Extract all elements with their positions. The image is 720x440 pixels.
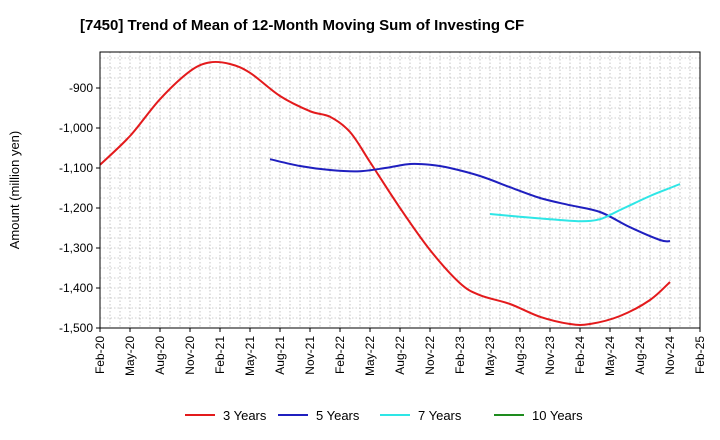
x-tick-label: May-22 — [363, 336, 377, 376]
x-axis-ticks: Feb-20 May-20 Aug-20 Nov-20 Feb-21 May-21 Aug-… — [93, 328, 707, 376]
x-tick-label: Nov-21 — [303, 336, 317, 375]
x-tick-label: Nov-22 — [423, 336, 437, 375]
x-tick-label: Feb-20 — [93, 336, 107, 374]
legend-label-7-years: 7 Years — [418, 408, 462, 423]
series-line-3-years — [99, 60, 671, 326]
y-axis-title: Amount (million yen) — [7, 131, 22, 250]
series-line-7-years — [489, 183, 681, 223]
x-tick-label: Feb-24 — [573, 336, 587, 374]
legend-label-5-years: 5 Years — [316, 408, 360, 423]
x-tick-label: Feb-23 — [453, 336, 467, 374]
x-tick-label: Aug-23 — [513, 336, 527, 375]
x-tick-label: Feb-25 — [693, 336, 707, 374]
legend: 3 Years 5 Years 7 Years 10 Years — [185, 408, 583, 423]
x-tick-label: Aug-21 — [273, 336, 287, 375]
y-tick-label: -1,400 — [59, 281, 93, 295]
y-tick-label: -1,500 — [59, 321, 93, 335]
y-tick-label: -1,200 — [59, 201, 93, 215]
y-tick-label: -1,000 — [59, 121, 93, 135]
series-lines — [99, 60, 681, 326]
x-tick-label: Aug-24 — [633, 336, 647, 375]
x-tick-label: May-20 — [123, 336, 137, 376]
x-tick-label: Feb-21 — [213, 336, 227, 374]
x-tick-label: Nov-23 — [543, 336, 557, 375]
x-tick-label: Aug-22 — [393, 336, 407, 375]
chart-title: [7450] Trend of Mean of 12-Month Moving … — [80, 17, 524, 34]
x-tick-label: Feb-22 — [333, 336, 347, 374]
x-tick-label: Nov-24 — [663, 336, 677, 375]
x-tick-label: May-21 — [243, 336, 257, 376]
legend-label-10-years: 10 Years — [532, 408, 583, 423]
x-tick-label: Nov-20 — [183, 336, 197, 375]
x-tick-label: May-23 — [483, 336, 497, 376]
legend-label-3-years: 3 Years — [223, 408, 267, 423]
plot-frame — [99, 51, 701, 329]
y-tick-label: -1,100 — [59, 161, 93, 175]
x-tick-label: May-24 — [603, 336, 617, 376]
y-tick-label: -900 — [69, 81, 93, 95]
grid — [100, 52, 700, 328]
y-tick-label: -1,300 — [59, 241, 93, 255]
y-axis-ticks: -1,500 -1,400 -1,300 -1,200 -1,100 -1,000 -900 — [59, 81, 100, 335]
x-tick-label: Aug-20 — [153, 336, 167, 375]
series-line-5-years — [269, 158, 671, 243]
